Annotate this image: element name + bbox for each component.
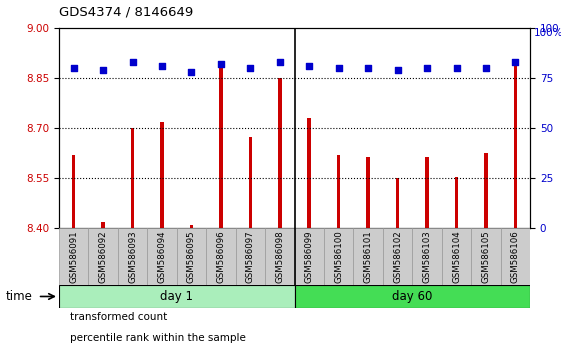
Bar [160, 122, 164, 228]
Text: GSM586106: GSM586106 [511, 230, 520, 283]
Text: GSM586105: GSM586105 [481, 230, 490, 283]
Text: GSM586093: GSM586093 [128, 230, 137, 282]
Bar [236, 228, 265, 285]
Bar [219, 63, 223, 228]
Point [481, 65, 490, 71]
Point [393, 68, 402, 73]
Text: GSM586096: GSM586096 [217, 230, 226, 282]
Text: GSM586095: GSM586095 [187, 230, 196, 282]
Point [305, 63, 314, 69]
Bar [383, 228, 412, 285]
Text: transformed count: transformed count [70, 312, 167, 321]
Text: time: time [6, 290, 33, 303]
Bar [190, 225, 193, 228]
Point [246, 65, 255, 71]
Text: GSM586097: GSM586097 [246, 230, 255, 282]
Bar [412, 228, 442, 285]
Bar [177, 228, 206, 285]
Bar [59, 285, 295, 308]
Point [422, 65, 431, 71]
Text: day 60: day 60 [392, 290, 433, 303]
Bar [88, 228, 118, 285]
Text: GSM586099: GSM586099 [305, 230, 314, 282]
Text: GSM586094: GSM586094 [158, 230, 167, 282]
Bar [442, 228, 471, 285]
Text: GDS4374 / 8146649: GDS4374 / 8146649 [59, 5, 193, 18]
Bar [500, 228, 530, 285]
Point [217, 62, 226, 67]
Bar [366, 157, 370, 228]
Bar [249, 137, 252, 228]
Bar [295, 228, 324, 285]
Text: GSM586091: GSM586091 [69, 230, 78, 282]
Bar [265, 228, 295, 285]
Text: day 1: day 1 [160, 290, 193, 303]
Point [452, 65, 461, 71]
Text: GSM586098: GSM586098 [275, 230, 284, 282]
Bar [72, 155, 75, 228]
Bar [118, 228, 147, 285]
Text: GSM586104: GSM586104 [452, 230, 461, 283]
Text: GSM586102: GSM586102 [393, 230, 402, 283]
Bar [131, 129, 134, 228]
Bar [147, 228, 177, 285]
Bar [455, 177, 458, 228]
Point [158, 63, 167, 69]
Point [511, 59, 520, 65]
Bar [102, 222, 105, 228]
Bar [278, 78, 282, 228]
Bar [353, 228, 383, 285]
Bar [514, 63, 517, 228]
Text: percentile rank within the sample: percentile rank within the sample [70, 333, 246, 343]
Bar [396, 178, 399, 228]
Point [99, 68, 108, 73]
Point [69, 65, 78, 71]
Text: GSM586101: GSM586101 [364, 230, 373, 283]
Bar [307, 118, 311, 228]
Point [128, 59, 137, 65]
Bar [206, 228, 236, 285]
Bar [295, 285, 530, 308]
Bar [59, 228, 88, 285]
Bar [471, 228, 500, 285]
Point [187, 69, 196, 75]
Text: GSM586103: GSM586103 [422, 230, 431, 283]
Text: GSM586100: GSM586100 [334, 230, 343, 283]
Point [275, 59, 284, 65]
Bar [484, 153, 488, 228]
Bar [324, 228, 353, 285]
Text: 100%: 100% [534, 28, 561, 38]
Point [334, 65, 343, 71]
Text: GSM586092: GSM586092 [99, 230, 108, 282]
Bar [337, 155, 341, 228]
Bar [425, 157, 429, 228]
Point [364, 65, 373, 71]
